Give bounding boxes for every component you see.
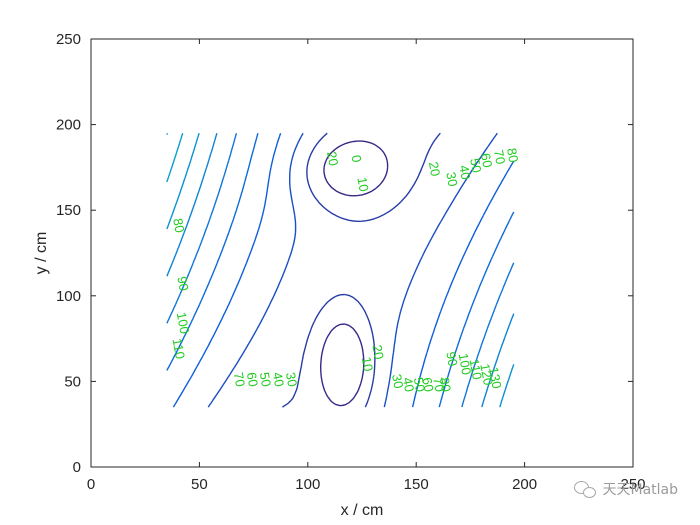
contour-label: 130 — [486, 366, 505, 390]
contour-label: 60 — [478, 152, 495, 169]
contour-label: 90 — [443, 351, 460, 368]
contour-line-70 — [166, 133, 515, 408]
contour-label: 10 — [359, 356, 376, 373]
contour-label: 10 — [354, 176, 371, 193]
contour-line-0 — [320, 140, 389, 407]
contour-label: 40 — [400, 376, 417, 393]
contour-label: 80 — [504, 147, 521, 164]
contour-label: 110 — [170, 337, 188, 360]
contour-line-10 — [282, 132, 441, 408]
contour-line-50 — [166, 133, 515, 408]
contour-label: 50 — [411, 376, 428, 393]
contour-label: 120 — [477, 362, 496, 386]
y-tick-label: 200 — [56, 117, 81, 134]
contour-label: 40 — [270, 371, 287, 388]
contour-label: 30 — [389, 373, 406, 390]
y-axis-label: y / cm — [33, 232, 50, 275]
x-axis-ticks: 0 50 100 150 200 250 — [87, 39, 646, 493]
contour-label: 40 — [456, 164, 473, 181]
contour-label: 80 — [170, 217, 187, 234]
contour-label: 100 — [174, 311, 193, 335]
x-tick-label: 250 — [620, 476, 645, 493]
contour-label: 20 — [370, 344, 387, 361]
contour-label: 30 — [283, 371, 300, 388]
contour-label: 70 — [231, 371, 248, 388]
contour-label: 100 — [456, 352, 475, 376]
contour-line-30 — [172, 132, 515, 408]
contour-label: 20 — [324, 150, 341, 167]
contour-label: 0 — [349, 154, 365, 164]
y-tick-label: 250 — [56, 31, 81, 48]
contour-line-40 — [166, 133, 515, 408]
x-tick-label: 100 — [295, 476, 320, 493]
x-tick-label: 150 — [404, 476, 429, 493]
axes-box — [90, 38, 634, 468]
y-tick-label: 100 — [56, 288, 81, 305]
contour-label: 70 — [430, 376, 447, 393]
x-axis-label: x / cm — [341, 502, 384, 519]
y-tick-label: 50 — [64, 373, 81, 390]
contour-label: 20 — [426, 161, 443, 178]
contour-label: 50 — [467, 157, 484, 174]
contour-label: 90 — [174, 275, 191, 292]
contour-label: 80 — [437, 376, 454, 393]
wechat-icon — [574, 480, 597, 498]
contour-label: 110 — [467, 358, 485, 381]
contour-label: 70 — [491, 149, 508, 166]
contour-line-90 — [166, 132, 169, 135]
contour-line-80 — [166, 132, 184, 183]
contour-label: 60 — [419, 376, 436, 393]
contour-label: 30 — [443, 171, 460, 188]
contour-label: 60 — [244, 371, 261, 388]
watermark-text: 天天Matlab — [602, 482, 678, 498]
y-tick-label: 150 — [56, 202, 81, 219]
contour-label: 50 — [257, 371, 274, 388]
x-tick-label: 0 — [87, 476, 95, 493]
y-tick-label: 0 — [73, 459, 81, 476]
contour-line-20 — [207, 132, 498, 408]
watermark: 天天Matlab — [574, 479, 678, 499]
contour-line-60 — [166, 133, 515, 408]
contour-lines — [166, 132, 515, 408]
x-tick-label: 50 — [191, 476, 208, 493]
x-tick-label: 200 — [512, 476, 537, 493]
